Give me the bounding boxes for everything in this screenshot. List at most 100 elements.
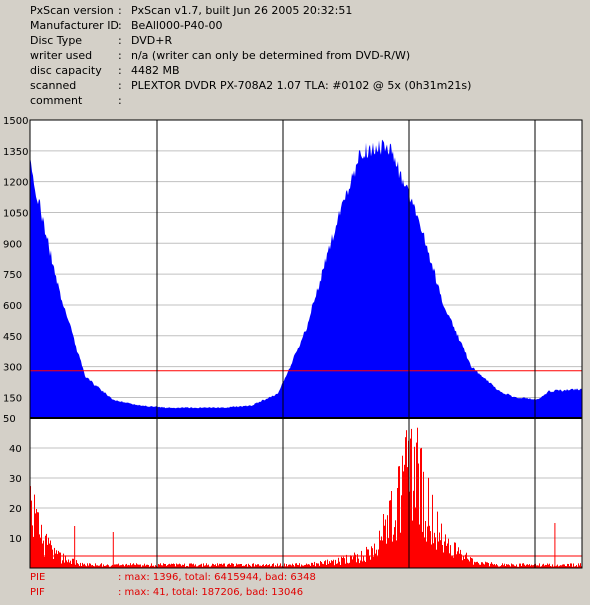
pif-bar (32, 525, 33, 568)
pif-bar (562, 564, 563, 568)
pif-bar (129, 565, 130, 568)
plot-frame (29, 119, 583, 569)
pif-bar (428, 477, 429, 568)
pif-bar (56, 550, 57, 568)
pif-bar (245, 564, 246, 568)
pif-bar (458, 547, 459, 568)
pif-bar (215, 564, 216, 568)
pif-bar (69, 562, 70, 568)
pif-bar (65, 555, 66, 568)
pif-bar (40, 537, 41, 568)
pif-bar (163, 563, 164, 568)
pif-bar (52, 549, 53, 568)
pif-bar (307, 564, 308, 568)
pif-bar (253, 563, 254, 568)
pif-bar (357, 554, 358, 568)
pif-bar (403, 471, 404, 568)
pif-bar (243, 565, 244, 568)
pif-bar (345, 563, 346, 568)
pif-bar (419, 524, 420, 568)
pif-bar (134, 564, 135, 568)
info-key: disc capacity (30, 64, 102, 77)
pif-bar (87, 563, 88, 568)
pif-bar (423, 471, 424, 568)
pif-bar (210, 566, 211, 568)
pif-bar (172, 564, 173, 568)
pif-bar (240, 564, 241, 568)
pif-bar (308, 564, 309, 568)
pif-bar (151, 563, 152, 568)
pif-bar (46, 533, 47, 568)
pif-bar (407, 467, 408, 568)
pif-bar (251, 566, 252, 568)
pif-bar (469, 561, 470, 568)
pif-bar (277, 563, 278, 568)
pif-bar (347, 562, 348, 568)
pif-bar (258, 564, 259, 568)
pif-bar (489, 566, 490, 568)
pie-tick-label: 900 (3, 239, 22, 250)
pif-bar (557, 564, 558, 568)
pif-bar (230, 565, 231, 568)
pif-bar (410, 438, 411, 568)
pif-bar (80, 562, 81, 568)
info-colon: : (118, 94, 122, 107)
pif-bar (523, 563, 524, 568)
pif-bar (212, 563, 213, 568)
pif-bar (429, 525, 430, 568)
pif-bar (272, 564, 273, 568)
pif-bar (497, 565, 498, 568)
pif-bar (204, 565, 205, 568)
pif-bar (218, 565, 219, 568)
pif-bar (50, 540, 51, 568)
pif-bar (450, 545, 451, 568)
pif-bar (512, 564, 513, 568)
pif-bar (298, 565, 299, 568)
pif-bar (326, 565, 327, 568)
pif-bar (492, 563, 493, 568)
pif-bar (381, 536, 382, 568)
pif-bar (220, 564, 221, 568)
pif-bar (116, 564, 117, 568)
pif-bar (435, 537, 436, 568)
pif-bar (496, 564, 497, 568)
pif-bar (577, 566, 578, 568)
pif-bar (185, 566, 186, 568)
pif-spike (554, 523, 556, 568)
pif-bar (329, 561, 330, 568)
pif-bar (300, 566, 301, 568)
pie-tick-label: 1500 (3, 116, 28, 127)
pif-bar (570, 563, 571, 568)
pif-bar (206, 563, 207, 568)
pif-bar (466, 552, 467, 568)
pif-bar (152, 565, 153, 568)
pif-bar (454, 542, 455, 568)
pif-bar (416, 442, 417, 568)
pif-bar (427, 526, 428, 568)
pif-bar (404, 464, 405, 568)
pif-bar (471, 558, 472, 568)
pif-bar (378, 549, 379, 568)
pif-bar (169, 563, 170, 568)
pif-bar (234, 566, 235, 568)
pif-bar (164, 564, 165, 568)
pif-bar (507, 564, 508, 568)
pif-bar (441, 523, 442, 568)
pie-tick-label: 1050 (3, 208, 28, 219)
pif-bar (376, 549, 377, 568)
pif-bar (244, 565, 245, 568)
pif-bar (190, 563, 191, 568)
pif-bar (355, 554, 356, 568)
pif-bar (514, 565, 515, 568)
pif-bar (389, 500, 390, 568)
pif-bar (522, 563, 523, 568)
pif-bar (451, 556, 452, 568)
pif-bar (406, 430, 407, 568)
pif-tick-label: 30 (9, 474, 22, 485)
pif-bar (334, 565, 335, 568)
pif-bar (521, 566, 522, 568)
pif-bar (98, 565, 99, 568)
pif-bar (150, 565, 151, 568)
pif-bar (176, 563, 177, 568)
pif-bar (182, 564, 183, 568)
